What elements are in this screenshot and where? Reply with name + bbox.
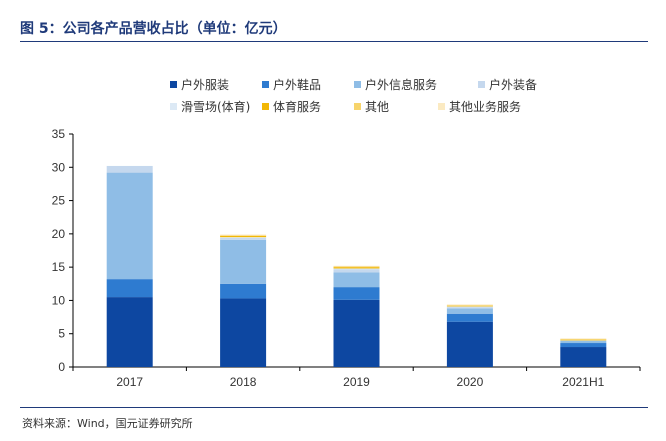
legend-swatch (262, 103, 269, 110)
x-tick-label: 2021H1 (562, 375, 604, 389)
bar-segment-2021H1-1 (560, 343, 607, 348)
legend-label: 体育服务 (273, 100, 322, 114)
x-tick-label: 2018 (230, 375, 257, 389)
legend-label: 滑雪场(体育) (181, 100, 251, 114)
bar-segment-2018-3 (220, 237, 267, 240)
bar-segment-2018-5 (220, 235, 267, 238)
bar-segment-2018-4 (220, 237, 267, 238)
bar-segment-2017-0 (106, 297, 153, 367)
y-tick-label: 35 (52, 127, 66, 141)
bar-segment-2019-7 (333, 265, 380, 267)
bar-segment-2020-4 (446, 306, 493, 308)
legend-item: 滑雪场(体育) (170, 98, 250, 115)
bar-segment-2019-3 (333, 269, 380, 273)
legend-item: 户外鞋品 (262, 76, 321, 93)
x-tick-label: 2019 (343, 375, 370, 389)
bar-segment-2021H1-7 (560, 338, 607, 340)
legend-swatch (438, 103, 445, 110)
legend-swatch (354, 103, 361, 110)
y-tick-label: 25 (52, 194, 66, 208)
y-tick-label: 30 (52, 160, 66, 174)
legend-item: 体育服务 (262, 98, 321, 115)
bar-segment-2021H1-2 (560, 341, 607, 344)
legend-label: 户外鞋品 (273, 78, 322, 92)
legend-label: 其他 (365, 100, 390, 114)
bar-segment-2019-1 (333, 287, 380, 300)
bar-segment-2019-2 (333, 272, 380, 288)
bar-segment-2020-0 (446, 321, 493, 367)
bar-segment-2021H1-0 (560, 347, 607, 367)
x-tick-label: 2020 (457, 375, 484, 389)
legend-swatch (478, 81, 485, 88)
bar-segment-2020-7 (446, 304, 493, 306)
bar-segment-2020-5 (446, 305, 493, 307)
bar-segment-2017-1 (106, 279, 153, 298)
bar-segment-2020-3 (446, 307, 493, 309)
y-tick-label: 0 (58, 360, 65, 374)
bar-segment-2017-3 (106, 165, 153, 173)
bar-segment-2021H1-6 (560, 339, 607, 340)
legend-label: 户外信息服务 (365, 78, 438, 92)
bar-segment-2018-6 (220, 235, 267, 236)
y-tick-label: 10 (52, 293, 66, 307)
x-tick-label: 2017 (116, 375, 143, 389)
legend-item: 其他 (354, 98, 389, 115)
y-tick-label: 15 (52, 260, 66, 274)
legend-item: 户外服装 (170, 76, 229, 93)
bar-segment-2018-1 (220, 283, 267, 299)
bar-segment-2018-0 (220, 298, 267, 367)
legend-item: 户外信息服务 (354, 76, 437, 93)
legend-label: 户外装备 (489, 78, 538, 92)
bar-segment-2020-1 (446, 313, 493, 322)
source-note: 资料来源：Wind，国元证券研究所 (22, 417, 193, 430)
legend-swatch (170, 81, 177, 88)
bar-segment-2018-2 (220, 239, 267, 284)
legend-swatch (170, 103, 177, 110)
bar-segment-2018-7 (220, 234, 267, 236)
legend-label: 户外服装 (181, 78, 230, 92)
title-rule (20, 41, 648, 42)
legend-swatch (262, 81, 269, 88)
bar-segment-2019-6 (333, 266, 380, 268)
figure-title: 图 5：公司各产品营收占比（单位：亿元） (20, 21, 287, 37)
bar-segment-2020-6 (446, 305, 493, 306)
legend-swatch (354, 81, 361, 88)
legend-item: 其他业务服务 (438, 98, 521, 115)
bar-segment-2019-0 (333, 299, 380, 367)
bar-segment-2019-5 (333, 267, 380, 269)
bar-segment-2021H1-5 (560, 339, 607, 341)
y-tick-label: 5 (58, 327, 65, 341)
legend-label: 其他业务服务 (449, 100, 522, 114)
legend-item: 户外装备 (478, 76, 537, 93)
bar-segment-2021H1-3 (560, 340, 607, 342)
source-rule (20, 407, 648, 408)
y-tick-label: 20 (52, 227, 66, 241)
bar-segment-2019-4 (333, 268, 380, 270)
bar-segment-2020-2 (446, 308, 493, 314)
bar-segment-2017-2 (106, 172, 153, 280)
